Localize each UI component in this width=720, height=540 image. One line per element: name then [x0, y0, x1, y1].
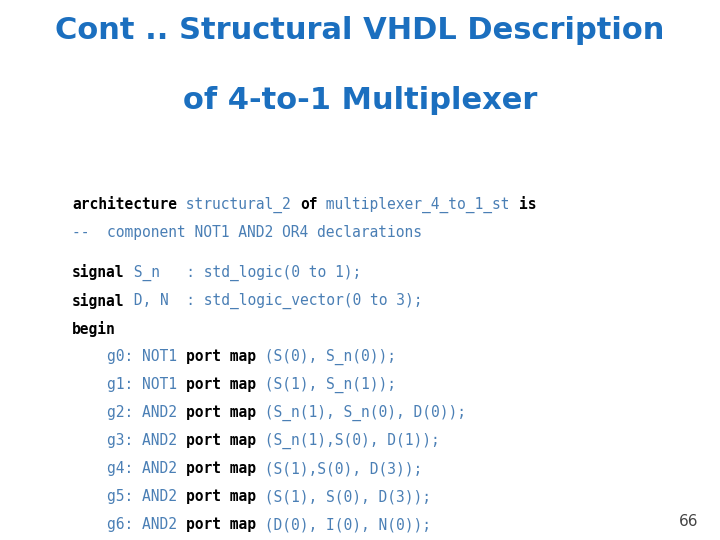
Text: g0: NOT1: g0: NOT1	[72, 349, 186, 364]
Text: port map: port map	[186, 433, 256, 448]
Text: --  component NOT1 AND2 OR4 declarations: -- component NOT1 AND2 OR4 declarations	[72, 225, 422, 240]
Text: of 4-to-1 Multiplexer: of 4-to-1 Multiplexer	[183, 86, 537, 116]
Text: port map: port map	[186, 461, 256, 476]
Text: signal: signal	[72, 293, 125, 308]
Text: (S(1), S(0), D(3));: (S(1), S(0), D(3));	[256, 489, 431, 504]
Text: is: is	[519, 197, 536, 212]
Text: (S(1),S(0), D(3));: (S(1),S(0), D(3));	[256, 461, 423, 476]
Text: Cont .. Structural VHDL Description: Cont .. Structural VHDL Description	[55, 16, 665, 45]
Text: (S_n(1), S_n(0), D(0));: (S_n(1), S_n(0), D(0));	[256, 405, 466, 421]
Text: port map: port map	[186, 349, 256, 364]
Text: port map: port map	[186, 489, 256, 504]
Text: architecture: architecture	[72, 197, 177, 212]
Text: 66: 66	[679, 514, 698, 529]
Text: D, N  : std_logic_vector(0 to 3);: D, N : std_logic_vector(0 to 3);	[125, 293, 422, 309]
Text: g4: AND2: g4: AND2	[72, 461, 186, 476]
Text: port map: port map	[186, 377, 256, 392]
Text: g3: AND2: g3: AND2	[72, 433, 186, 448]
Text: structural_2: structural_2	[177, 197, 300, 213]
Text: signal: signal	[72, 265, 125, 280]
Text: begin: begin	[72, 321, 116, 336]
Text: (S_n(1),S(0), D(1));: (S_n(1),S(0), D(1));	[256, 433, 440, 449]
Text: S_n   : std_logic(0 to 1);: S_n : std_logic(0 to 1);	[125, 265, 361, 281]
Text: (S(0), S_n(0));: (S(0), S_n(0));	[256, 349, 396, 365]
Text: port map: port map	[186, 405, 256, 420]
Text: (S(1), S_n(1));: (S(1), S_n(1));	[256, 377, 396, 393]
Text: g5: AND2: g5: AND2	[72, 489, 186, 504]
Text: g1: NOT1: g1: NOT1	[72, 377, 186, 392]
Text: multiplexer_4_to_1_st: multiplexer_4_to_1_st	[318, 197, 518, 213]
Text: g6: AND2: g6: AND2	[72, 517, 186, 532]
Text: (D(0), I(0), N(0));: (D(0), I(0), N(0));	[256, 517, 431, 532]
Text: g2: AND2: g2: AND2	[72, 405, 186, 420]
Text: port map: port map	[186, 517, 256, 532]
Text: of: of	[300, 197, 318, 212]
